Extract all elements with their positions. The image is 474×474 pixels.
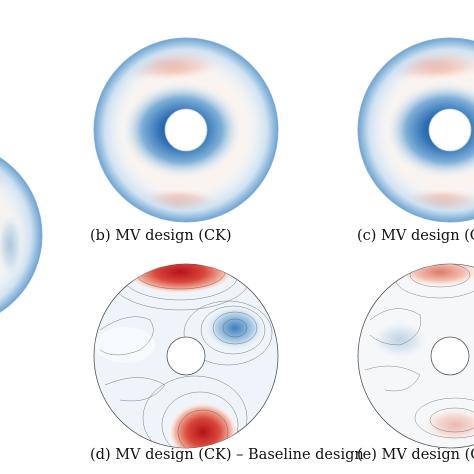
panel-e-disk xyxy=(357,263,474,449)
caption-d: (d) MV design (CK) – Baseline design xyxy=(90,447,364,463)
caption-e: (e) MV design (G xyxy=(357,447,474,463)
panel-b-disk xyxy=(93,37,279,223)
panel-a-disk xyxy=(0,143,43,327)
panel-d-disk xyxy=(93,263,279,449)
caption-c: (c) MV design (G xyxy=(357,228,474,244)
panel-c-disk xyxy=(357,37,474,223)
caption-b: (b) MV design (CK) xyxy=(90,228,232,244)
